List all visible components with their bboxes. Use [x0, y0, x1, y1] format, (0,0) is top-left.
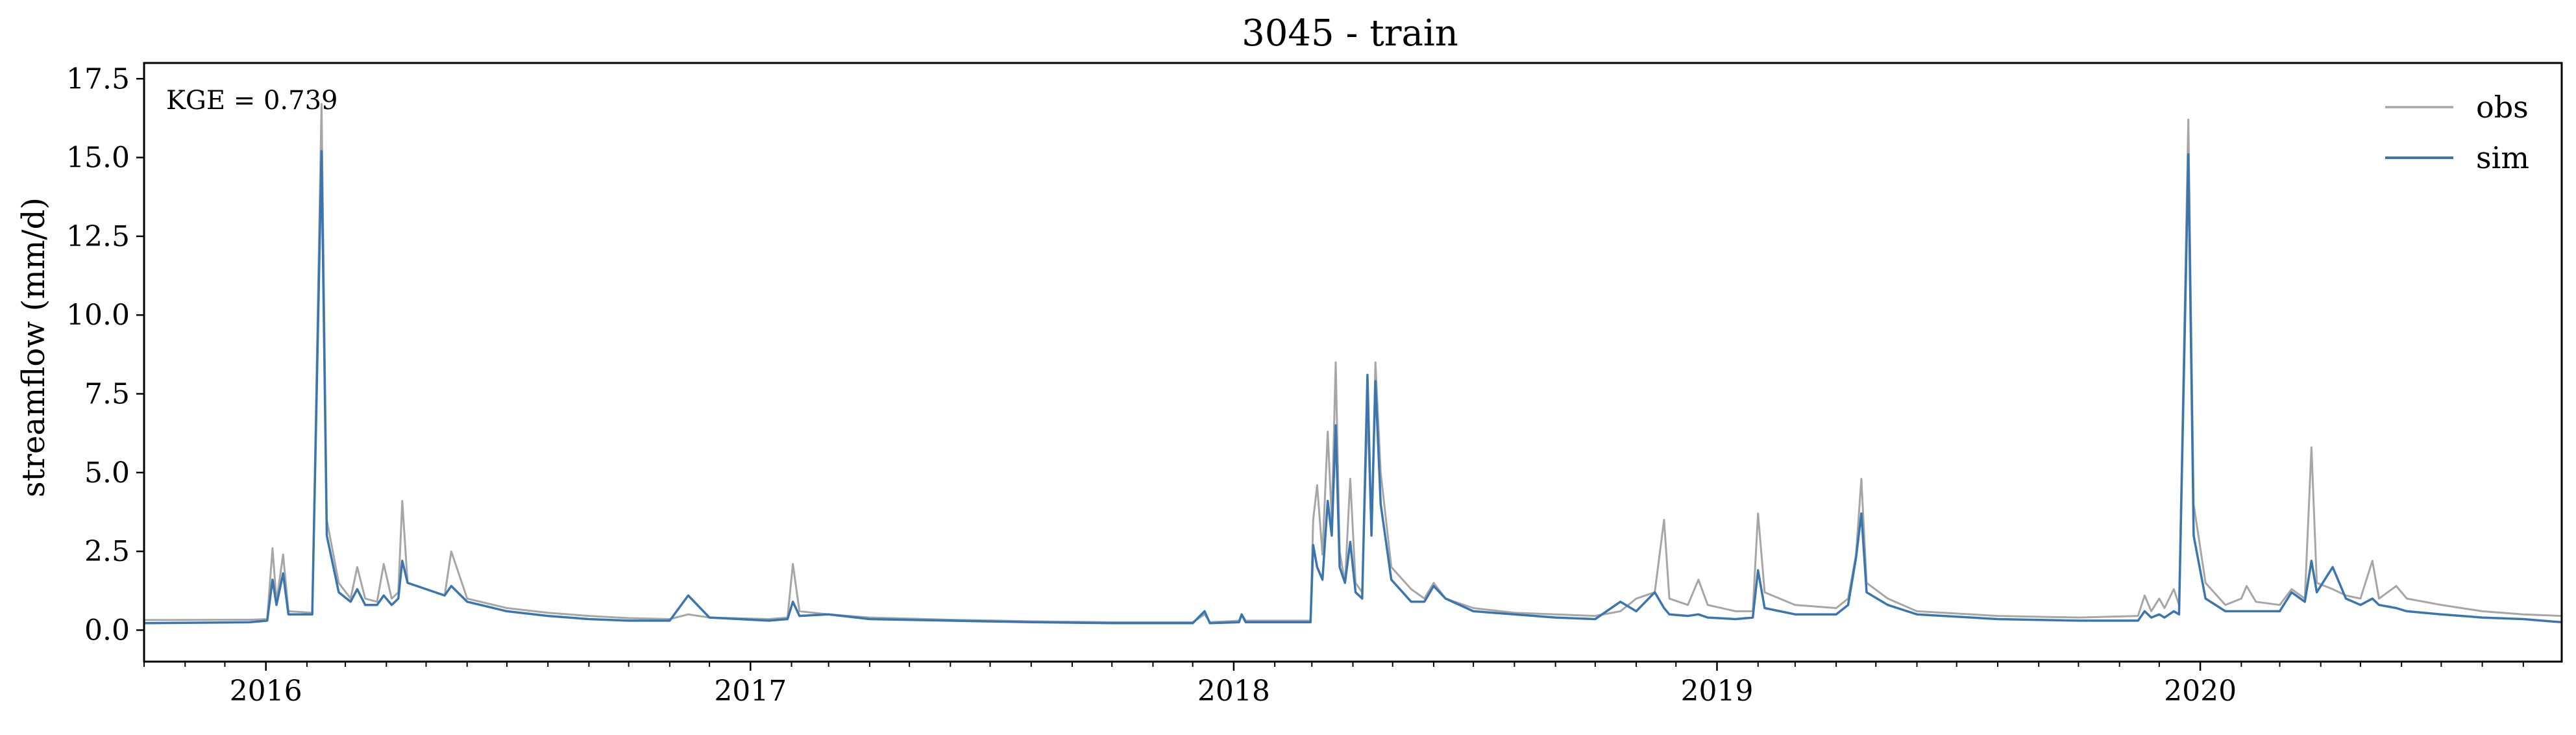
y-tick-label: 10.0 — [66, 299, 130, 332]
legend-label-sim: sim — [2476, 140, 2529, 175]
series-line-obs — [143, 103, 2562, 623]
y-axis-label: streamflow (mm/d) — [16, 197, 52, 497]
series-group — [143, 103, 2562, 625]
y-tick-label: 7.5 — [84, 378, 130, 411]
series-line-sim — [143, 150, 2562, 625]
x-tick-label: 2017 — [714, 675, 787, 708]
x-tick-label: 2016 — [230, 675, 302, 708]
y-tick-label: 15.0 — [66, 142, 130, 175]
y-tick-label: 17.5 — [66, 62, 130, 95]
y-tick-label: 0.0 — [84, 614, 130, 647]
kge-annotation: KGE = 0.739 — [166, 86, 338, 116]
y-tick-label: 5.0 — [84, 456, 130, 490]
chart-title: 3045 - train — [1242, 12, 1458, 55]
x-tick-label: 2018 — [1197, 675, 1270, 708]
y-tick-label: 2.5 — [84, 535, 130, 568]
plot-frame — [143, 62, 2563, 663]
y-tick-label: 12.5 — [66, 220, 130, 253]
axis-ticks: 0.0 2.5 5.0 7.5 10.0 12.5 15.0 17.5 2016 2017 2018… — [66, 62, 2524, 708]
x-tick-label: 2020 — [2164, 675, 2237, 708]
legend: obs sim — [2385, 90, 2529, 175]
legend-label-obs: obs — [2476, 90, 2529, 125]
x-tick-label: 2019 — [1681, 675, 1754, 708]
